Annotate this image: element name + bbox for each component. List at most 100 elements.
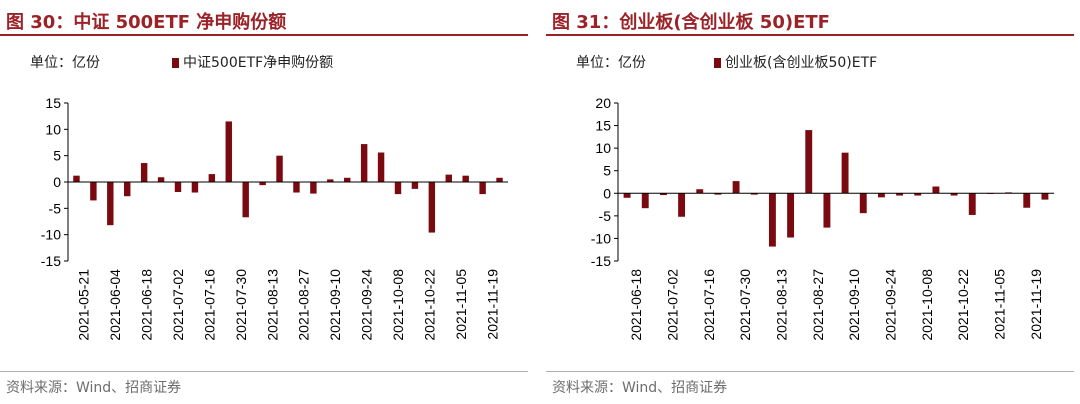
legend-swatch [714, 58, 721, 68]
chart-panel-left: 图 30：中证 500ETF 净申购份额 单位：亿份 中证500ETF净申购份额… [0, 0, 530, 404]
x-tick-label: 2021-09-10 [327, 269, 343, 341]
title-divider [546, 34, 1074, 36]
x-tick-label: 2021-06-18 [628, 269, 644, 341]
y-tick-label: -10 [591, 230, 611, 246]
bar [1041, 193, 1049, 200]
bar [787, 193, 795, 238]
bar [750, 193, 758, 195]
bar [208, 174, 216, 182]
bar [479, 182, 486, 195]
x-tick-label: 2021-10-22 [421, 269, 437, 341]
bar [678, 193, 686, 217]
bar [259, 182, 266, 186]
y-tick-label: 10 [45, 121, 61, 137]
bar [174, 182, 182, 193]
x-tick-label: 2021-08-27 [296, 269, 312, 341]
x-tick-label: 2021-07-02 [665, 269, 681, 341]
bar [641, 193, 649, 209]
bar [225, 121, 232, 182]
bar [445, 174, 452, 182]
bar [242, 182, 249, 218]
bar [950, 193, 958, 196]
chart-panel-right: 图 31：创业板(含创业板 50)ETF 单位：亿份 创业板(含创业板50)ET… [546, 0, 1076, 404]
x-tick-label: 2021-06-04 [107, 269, 123, 341]
bar [1023, 193, 1031, 208]
bar [411, 182, 419, 189]
bar [124, 182, 131, 197]
x-tick-label: 2021-08-13 [774, 269, 790, 341]
bar [90, 182, 97, 201]
y-tick-label: -15 [41, 253, 61, 269]
bar [914, 193, 922, 196]
bar [428, 182, 436, 233]
y-tick-label: -5 [599, 208, 612, 224]
x-tick-label: 2021-10-22 [955, 269, 971, 341]
x-tick-label: 2021-07-30 [737, 269, 753, 341]
y-tick-label: -5 [49, 200, 62, 216]
x-tick-label: 2021-11-05 [453, 269, 469, 340]
bar [968, 193, 976, 215]
y-tick-label: -15 [591, 253, 611, 269]
legend-label: 中证500ETF净申购份额 [183, 55, 334, 71]
bar [859, 193, 867, 214]
bar [157, 177, 165, 182]
legend-label: 创业板(含创业板50)ETF [725, 55, 878, 71]
bar [377, 152, 385, 182]
y-tick-label: 20 [595, 95, 611, 111]
x-tick-label: 2021-08-13 [264, 269, 280, 341]
legend-swatch [172, 58, 179, 68]
bar [732, 181, 740, 194]
bar [877, 193, 885, 198]
y-tick-label: 15 [595, 118, 611, 134]
x-tick-label: 2021-07-16 [701, 269, 717, 341]
x-tick-label: 2021-11-19 [484, 269, 500, 340]
bar-chart-right: 20 15 10 5 0 -5 -10 -15 2021-06-18 2021-07-02 2021… [591, 95, 1054, 341]
source-note: 资料来源：Wind、招商证券 [552, 380, 728, 396]
figure-title: 图 30：中证 500ETF 净申购份额 [6, 12, 287, 33]
bar [327, 179, 334, 182]
x-tick-label: 2021-09-10 [846, 269, 862, 341]
legend: 创业板(含创业板50)ETF [714, 52, 877, 72]
bar [462, 175, 469, 182]
bar [360, 144, 368, 182]
title-divider [0, 34, 528, 36]
x-tick-label: 2021-08-27 [810, 269, 826, 341]
x-tick-label: 2021-11-05 [992, 269, 1008, 340]
source-divider [546, 371, 1074, 372]
bar [344, 177, 351, 182]
bar-chart-left: 15 10 5 0 -5 -10 -15 2021-05-21 2021-06-04 2021-0… [41, 95, 508, 341]
source-divider [0, 371, 528, 372]
y-tick-label: 5 [53, 148, 61, 164]
x-tick-label: 2021-07-02 [170, 269, 186, 341]
x-tick-label: 2021-07-16 [201, 269, 217, 341]
bar [623, 193, 631, 198]
source-note: 资料来源：Wind、招商证券 [6, 380, 182, 396]
legend: 中证500ETF净申购份额 [172, 52, 333, 72]
bar [310, 182, 317, 194]
bar [394, 182, 402, 195]
bar [841, 152, 849, 194]
bar [696, 189, 704, 194]
bar [932, 186, 940, 194]
bar [823, 193, 831, 228]
bar [805, 130, 813, 194]
bar [140, 163, 148, 182]
bar [659, 193, 667, 196]
y-tick-label: 0 [53, 174, 61, 190]
y-tick-label: 5 [603, 163, 611, 179]
unit-label: 单位：亿份 [576, 55, 646, 71]
bar [276, 155, 283, 182]
bar [768, 193, 776, 247]
bar [714, 193, 722, 195]
x-tick-label: 2021-11-19 [1028, 269, 1044, 340]
x-tick-label: 2021-07-30 [233, 269, 249, 341]
figure-title: 图 31：创业板(含创业板 50)ETF [552, 12, 830, 33]
unit-label: 单位：亿份 [30, 55, 100, 71]
x-tick-label: 2021-09-24 [359, 269, 375, 341]
bar [107, 182, 114, 226]
y-tick-label: 10 [595, 140, 611, 156]
x-tick-label: 2021-10-08 [919, 269, 935, 341]
y-tick-label: -10 [41, 227, 61, 243]
bar [496, 177, 503, 182]
y-tick-label: 15 [45, 95, 61, 111]
